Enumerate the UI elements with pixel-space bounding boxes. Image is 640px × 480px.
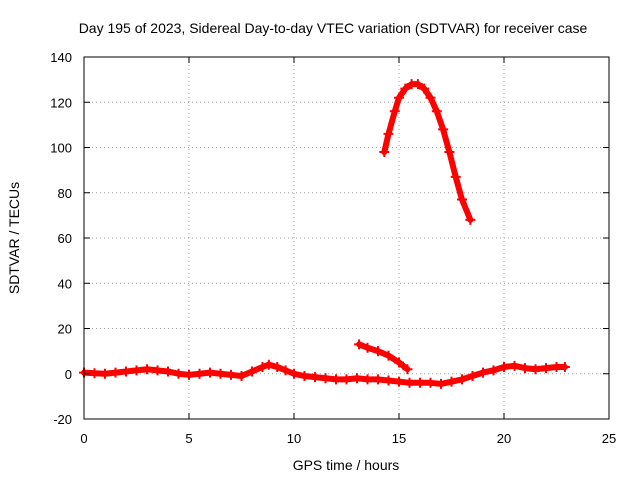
data-point bbox=[310, 372, 320, 383]
x-tick-label: 10 bbox=[287, 431, 301, 446]
y-tick-label: 0 bbox=[65, 367, 72, 382]
data-point bbox=[379, 147, 390, 158]
data-point bbox=[263, 359, 274, 370]
data-point bbox=[431, 106, 442, 117]
data-point bbox=[436, 378, 446, 389]
data-point bbox=[499, 361, 509, 372]
data-point bbox=[419, 83, 430, 94]
data-point bbox=[236, 371, 247, 382]
data-point bbox=[89, 368, 100, 379]
y-tick-label: 80 bbox=[58, 186, 72, 201]
data-point bbox=[551, 361, 562, 372]
x-axis-label: GPS time / hours bbox=[293, 457, 400, 473]
data-point bbox=[509, 360, 520, 371]
data-point bbox=[320, 373, 331, 384]
data-point bbox=[530, 364, 541, 375]
data-point bbox=[438, 124, 449, 135]
data-point bbox=[184, 369, 194, 380]
data-point bbox=[465, 214, 476, 225]
data-point bbox=[205, 367, 215, 378]
data-point bbox=[412, 79, 423, 90]
data-point bbox=[457, 374, 467, 385]
x-tick-label: 25 bbox=[602, 431, 616, 446]
x-tick-label: 20 bbox=[497, 431, 511, 446]
data-point bbox=[362, 374, 373, 385]
axis-ticks: 0 5 10 15 20 25 -20 0 20 40 60 80 100 120 140 bbox=[50, 50, 616, 446]
data-point bbox=[341, 374, 352, 385]
data-point bbox=[163, 366, 173, 377]
y-tick-label: -20 bbox=[53, 412, 72, 427]
data-point bbox=[444, 147, 455, 158]
data-point bbox=[383, 375, 394, 386]
data-point bbox=[394, 357, 404, 368]
data-point bbox=[226, 369, 236, 380]
grid bbox=[84, 57, 609, 419]
y-axis-label: SDTVAR / TECUs bbox=[6, 182, 22, 294]
data-point bbox=[400, 83, 411, 94]
data-point bbox=[415, 377, 425, 388]
data-point bbox=[289, 368, 299, 379]
y-tick-label: 120 bbox=[50, 95, 72, 110]
data-point bbox=[100, 368, 110, 379]
data-point bbox=[142, 364, 152, 375]
data-point bbox=[121, 366, 131, 377]
data-point bbox=[215, 368, 226, 379]
data-point bbox=[131, 365, 142, 376]
data-point bbox=[280, 365, 291, 376]
data-point bbox=[299, 371, 310, 382]
data-point bbox=[331, 374, 341, 385]
data-point bbox=[257, 361, 268, 372]
data-point bbox=[488, 365, 499, 376]
data-point bbox=[450, 171, 461, 182]
data-point bbox=[373, 346, 383, 357]
data-point bbox=[446, 376, 457, 387]
data-point bbox=[402, 364, 413, 375]
y-tick-label: 100 bbox=[50, 141, 72, 156]
data-point bbox=[383, 350, 394, 361]
data-point bbox=[194, 368, 205, 379]
data-point bbox=[394, 376, 404, 387]
data-point bbox=[152, 365, 163, 376]
data-point bbox=[247, 366, 257, 377]
data-point bbox=[352, 373, 362, 384]
data-point bbox=[541, 363, 551, 374]
x-tick-label: 15 bbox=[392, 431, 406, 446]
data-point bbox=[173, 368, 184, 379]
data-point bbox=[425, 377, 436, 388]
y-tick-label: 40 bbox=[58, 276, 72, 291]
data-point bbox=[425, 92, 436, 103]
y-tick-label: 140 bbox=[50, 50, 72, 65]
y-tick-label: 60 bbox=[58, 231, 72, 246]
data-point bbox=[362, 342, 373, 353]
plot-area bbox=[79, 79, 570, 389]
data-point bbox=[478, 367, 488, 378]
x-tick-label: 0 bbox=[80, 431, 87, 446]
y-tick-label: 20 bbox=[58, 322, 72, 337]
data-point bbox=[373, 374, 383, 385]
data-point bbox=[110, 367, 121, 378]
data-point bbox=[457, 194, 467, 205]
data-point bbox=[383, 128, 394, 139]
data-point bbox=[389, 106, 400, 117]
data-point bbox=[467, 371, 478, 382]
data-point bbox=[559, 361, 570, 372]
data-point bbox=[520, 363, 530, 374]
data-point bbox=[394, 92, 404, 103]
data-point bbox=[354, 339, 365, 350]
chart-title: Day 195 of 2023, Sidereal Day-to-day VTE… bbox=[79, 20, 588, 36]
data-point bbox=[272, 361, 283, 372]
x-tick-label: 5 bbox=[185, 431, 192, 446]
data-point bbox=[404, 377, 415, 388]
